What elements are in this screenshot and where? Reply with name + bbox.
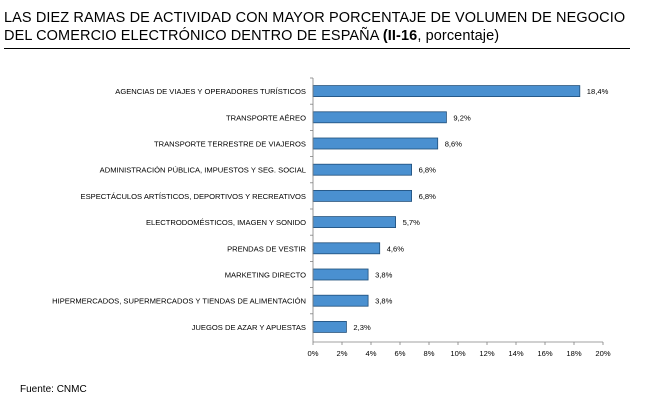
data-label: 6,8% bbox=[419, 166, 437, 175]
title-line-1: LAS DIEZ RAMAS DE ACTIVIDAD CON MAYOR PO… bbox=[4, 10, 626, 26]
x-tick-label: 18% bbox=[566, 349, 581, 358]
category-label: ELECTRODOMÉSTICOS, IMAGEN Y SONIDO bbox=[146, 218, 306, 227]
bar-chart: AGENCIAS DE VIAJES Y OPERADORES TURÍSTIC… bbox=[52, 77, 611, 358]
bar bbox=[312, 189, 412, 202]
x-tick-label: 12% bbox=[479, 349, 494, 358]
x-tick-label: 0% bbox=[308, 349, 319, 358]
data-label: 2,3% bbox=[353, 323, 371, 332]
bar bbox=[312, 111, 447, 124]
category-label: TRANSPORTE AÉREO bbox=[226, 113, 306, 122]
source-note: Fuente: CNMC bbox=[20, 384, 87, 395]
bar bbox=[312, 268, 369, 281]
data-label: 9,2% bbox=[453, 113, 471, 122]
title-rule bbox=[4, 48, 630, 49]
bar bbox=[312, 242, 381, 255]
bar bbox=[312, 85, 581, 98]
data-label: 18,4% bbox=[587, 87, 609, 96]
data-label: 8,6% bbox=[445, 140, 463, 149]
bar bbox=[312, 163, 412, 176]
category-label: HIPERMERCADOS, SUPERMERCADOS Y TIENDAS D… bbox=[52, 297, 306, 306]
x-tick-label: 20% bbox=[595, 349, 610, 358]
x-tick-label: 2% bbox=[337, 349, 348, 358]
title-line-2-end: , porcentaje) bbox=[417, 28, 500, 44]
x-tick-label: 4% bbox=[366, 349, 377, 358]
bar bbox=[312, 320, 347, 333]
x-tick-label: 8% bbox=[424, 349, 435, 358]
title-period: (II-16 bbox=[382, 28, 418, 44]
data-label: 3,8% bbox=[375, 297, 393, 306]
bar bbox=[312, 294, 369, 307]
category-label: AGENCIAS DE VIAJES Y OPERADORES TURÍSTIC… bbox=[115, 87, 306, 96]
x-tick-label: 10% bbox=[450, 349, 465, 358]
category-label: PRENDAS DE VESTIR bbox=[227, 244, 306, 253]
category-label: TRANSPORTE TERRESTRE DE VIAJEROS bbox=[154, 140, 306, 149]
data-label: 6,8% bbox=[419, 192, 437, 201]
bar bbox=[312, 216, 396, 229]
title-line-2-main: DEL COMERCIO ELECTRÓNICO DENTRO DE ESPAÑ… bbox=[4, 28, 379, 44]
category-label: ADMINISTRACIÓN PÚBLICA, IMPUESTOS Y SEG.… bbox=[100, 166, 306, 175]
x-tick-label: 16% bbox=[537, 349, 552, 358]
data-label: 5,7% bbox=[403, 218, 421, 227]
title-line-2: DEL COMERCIO ELECTRÓNICO DENTRO DE ESPAÑ… bbox=[4, 27, 634, 45]
category-label: MARKETING DIRECTO bbox=[225, 271, 306, 280]
x-tick-label: 6% bbox=[395, 349, 406, 358]
chart-title: LAS DIEZ RAMAS DE ACTIVIDAD CON MAYOR PO… bbox=[4, 9, 634, 45]
category-label: JUEGOS DE AZAR Y APUESTAS bbox=[192, 323, 306, 332]
data-label: 4,6% bbox=[387, 244, 405, 253]
category-label: ESPECTÁCULOS ARTÍSTICOS, DEPORTIVOS Y RE… bbox=[81, 192, 306, 201]
bar bbox=[312, 137, 439, 150]
data-label: 3,8% bbox=[375, 271, 393, 280]
x-tick-label: 14% bbox=[508, 349, 523, 358]
